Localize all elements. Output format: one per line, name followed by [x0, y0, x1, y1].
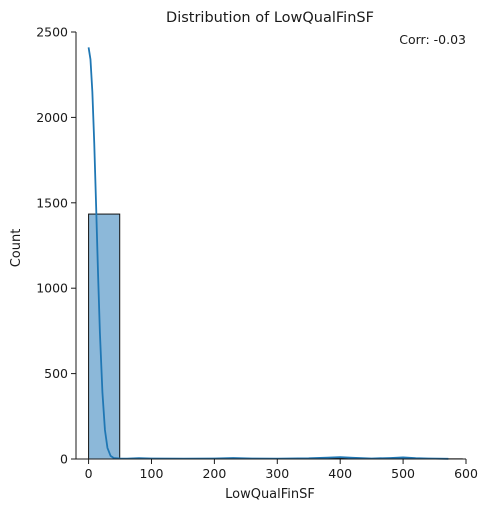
- x-tick-label: 500: [391, 466, 415, 481]
- x-tick-label: 200: [202, 466, 226, 481]
- correlation-annotation: Corr: -0.03: [399, 32, 466, 47]
- chart-title: Distribution of LowQualFinSF: [166, 10, 374, 26]
- y-tick-label: 2500: [36, 25, 68, 40]
- x-tick-label: 400: [328, 466, 352, 481]
- x-tick-label: 100: [140, 466, 164, 481]
- y-tick-label: 0: [60, 452, 68, 467]
- y-ticks: 0 500 1000 1500 2000 2500: [36, 25, 76, 467]
- y-tick-label: 1500: [36, 195, 68, 210]
- x-ticks: 0 100 200 300 400 500 600: [85, 459, 478, 481]
- y-tick-label: 2000: [36, 110, 68, 125]
- histogram-bars: [88, 213, 463, 460]
- x-tick-label: 300: [265, 466, 289, 481]
- kde-curve: [87, 47, 449, 460]
- x-tick-label: 600: [454, 466, 478, 481]
- x-axis-label: LowQualFinSF: [225, 487, 315, 502]
- y-tick-label: 500: [44, 366, 68, 381]
- y-tick-label: 1000: [36, 281, 68, 296]
- x-tick-label: 0: [85, 466, 93, 481]
- y-axis-label: Count: [9, 229, 24, 268]
